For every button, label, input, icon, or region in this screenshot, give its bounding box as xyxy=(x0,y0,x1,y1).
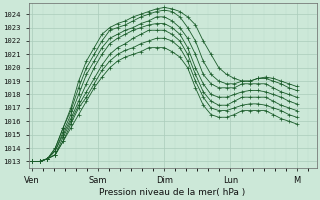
X-axis label: Pression niveau de la mer( hPa ): Pression niveau de la mer( hPa ) xyxy=(100,188,246,197)
